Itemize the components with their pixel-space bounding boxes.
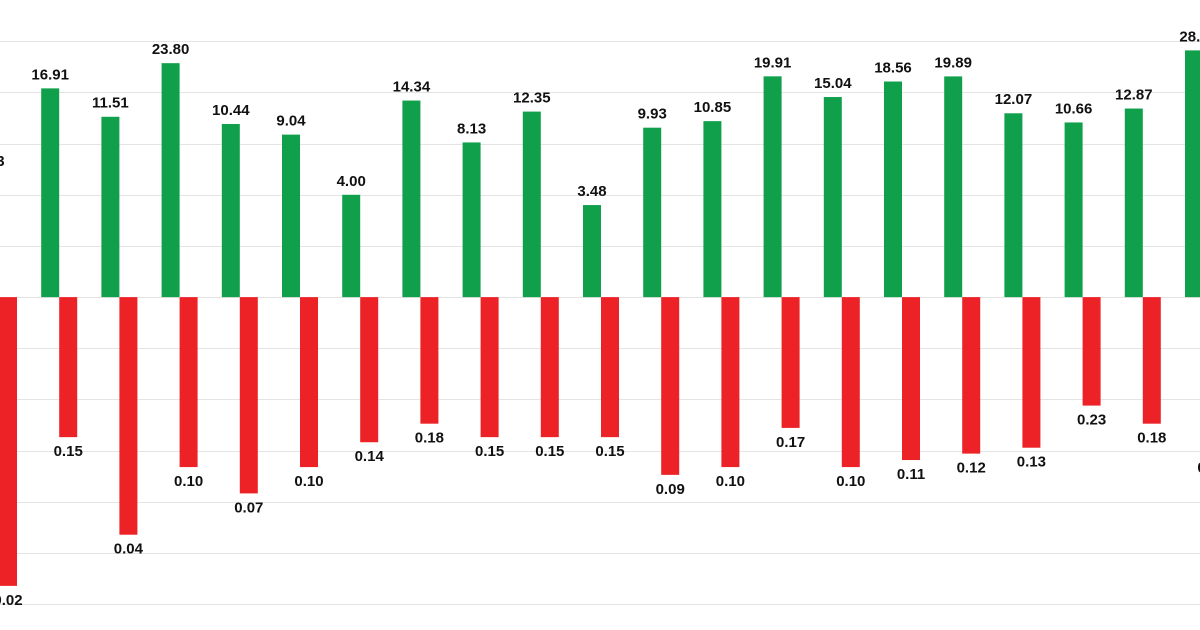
bar [703,121,722,298]
value-label: 18.56 [874,59,912,76]
value-label: 0.10 [294,473,323,490]
value-label: 10.66 [1055,100,1093,117]
bar [781,297,800,428]
value-label: 0.15 [535,443,564,460]
bar [1064,122,1083,298]
bar [601,297,619,438]
value-label: 28.3 [1179,28,1200,45]
bar [884,81,902,298]
bar [721,297,740,468]
bar [342,194,361,298]
bar [462,142,481,298]
value-label: 0.07 [234,499,263,516]
value-label: 4.00 [337,173,366,190]
bar [402,100,421,298]
bar [282,134,300,298]
bar [161,63,180,298]
bar [360,297,379,443]
value-label: 10.85 [694,99,732,116]
value-label: 0.10 [716,473,745,490]
value-label: 5.23 [0,153,5,170]
value-label: 23.80 [152,41,190,58]
bar [962,297,981,454]
bar [1004,113,1023,298]
value-label: 0.12 [1197,460,1200,477]
bar [239,297,258,494]
bar [41,88,60,298]
bar [119,297,138,535]
value-label: 15.04 [814,75,852,92]
value-label: 12.35 [513,90,551,107]
value-label: 14.34 [393,79,431,96]
value-label: 0.02 [0,592,23,609]
value-label: 0.17 [776,434,805,451]
value-label: 12.07 [995,91,1033,108]
value-label: 0.10 [836,473,865,490]
bar [179,297,198,468]
value-label: 12.87 [1115,87,1153,104]
bar [823,97,842,298]
bar [1124,108,1143,298]
bar [300,297,318,468]
bar [540,297,559,438]
value-label: 0.13 [1017,454,1046,471]
bar [522,111,541,298]
value-label: 19.91 [754,54,792,71]
value-label: 0.14 [355,448,385,465]
value-label: 0.12 [957,460,986,477]
bar [1082,297,1101,406]
bar [420,297,439,424]
bar [101,116,120,298]
value-label: 8.13 [457,120,486,137]
value-label: 0.15 [475,443,504,460]
bar [1142,297,1161,424]
value-label: 0.23 [1077,412,1106,429]
bar [661,297,680,475]
value-label: 11.51 [92,95,129,112]
bar [59,297,78,438]
value-label: 9.93 [638,106,667,123]
bar [221,123,240,298]
value-label: 0.18 [415,430,444,447]
value-label: 16.91 [31,66,69,83]
bar [480,297,499,438]
value-label: 0.04 [114,541,144,558]
value-label: 0.10 [174,473,203,490]
bar [643,127,662,298]
bar [1185,50,1200,298]
bar [944,76,963,298]
value-label: 10.44 [212,102,250,119]
bar [902,297,920,461]
value-label: 0.15 [54,443,83,460]
value-label: 3.48 [577,183,606,200]
value-label: 0.09 [656,481,685,498]
bar [0,297,17,586]
bar [763,76,782,298]
bar [1022,297,1041,448]
value-label: 0.11 [897,466,925,483]
value-label: 9.04 [276,113,306,130]
bar [583,205,601,298]
value-label: 19.89 [934,54,972,71]
value-label: 0.15 [595,443,624,460]
value-label: 0.18 [1137,430,1166,447]
bar [841,297,860,468]
